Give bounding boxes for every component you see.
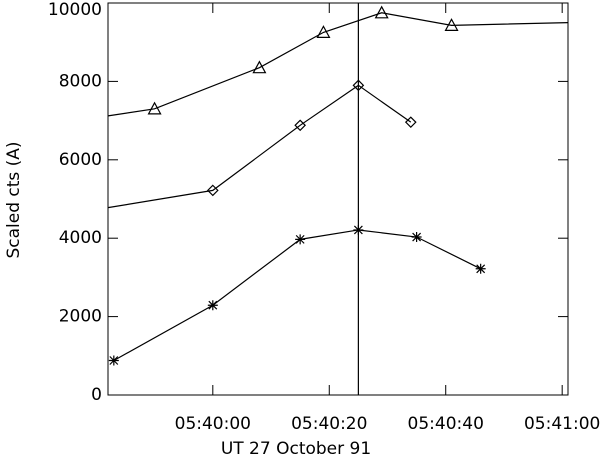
y-axis-label: Scaled cts (A)	[4, 141, 24, 258]
marker	[252, 60, 267, 74]
y-tick-label: 10000	[48, 0, 102, 20]
y-tick-label: 0	[91, 385, 102, 405]
marker	[353, 224, 364, 235]
marker	[444, 18, 459, 31]
x-tick-label: 05:40:00	[175, 414, 251, 434]
x-tick-label: 05:40:40	[408, 414, 484, 434]
y-tick-label: 4000	[59, 228, 102, 248]
marker	[316, 25, 331, 39]
marker	[404, 116, 417, 129]
series-line	[107, 84, 412, 209]
x-axis-label: UT 27 October 91	[221, 439, 371, 458]
x-tick-label: 05:40:20	[291, 414, 367, 434]
series-line	[113, 229, 481, 362]
y-tick-label: 8000	[59, 71, 102, 91]
series-line	[107, 12, 569, 117]
marker	[108, 355, 119, 366]
marker	[295, 234, 306, 245]
marker	[352, 79, 365, 92]
marker	[206, 184, 219, 197]
y-tick-label: 2000	[59, 307, 102, 327]
marker	[207, 300, 218, 311]
plot-frame	[107, 2, 569, 396]
marker	[411, 232, 422, 243]
marker	[475, 263, 486, 274]
y-tick-label: 6000	[59, 150, 102, 170]
marker	[294, 119, 307, 132]
marker	[147, 101, 162, 115]
marker	[374, 5, 389, 19]
x-tick-label: 05:41:00	[524, 414, 600, 434]
